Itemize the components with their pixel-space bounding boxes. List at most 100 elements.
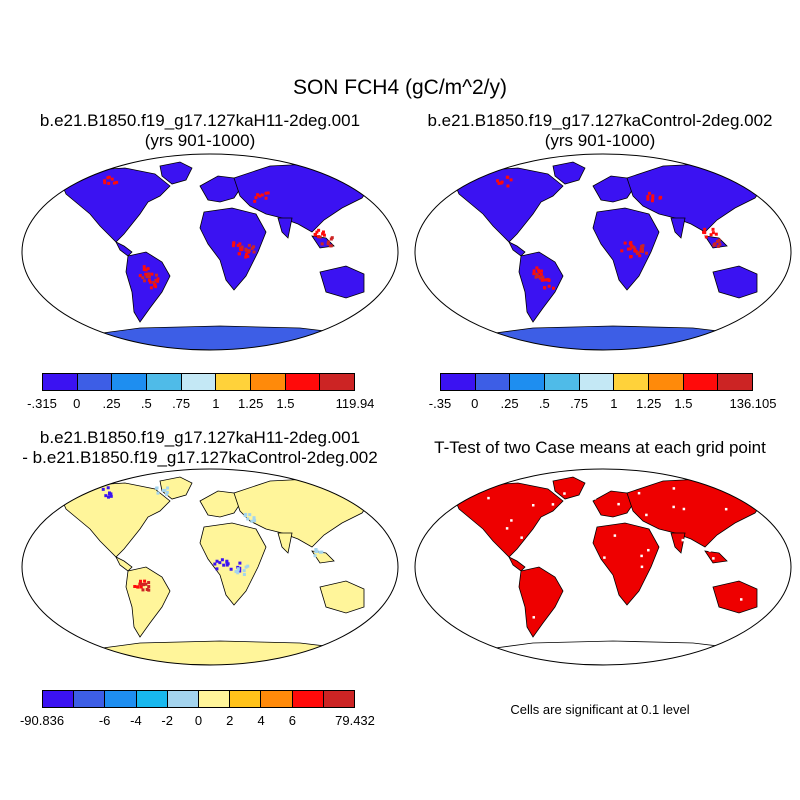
hotspot-cell	[115, 180, 119, 184]
hotspot-cell	[712, 243, 716, 247]
continent-australia	[319, 265, 365, 299]
hotspot-cell	[329, 237, 333, 241]
hotspot-cell	[156, 279, 160, 283]
hotspot-cell	[703, 227, 707, 231]
hotspot-cell	[250, 519, 254, 523]
nonsig-cell	[672, 505, 675, 509]
nonsig-cell	[603, 556, 606, 559]
hotspot-cell	[646, 195, 650, 199]
colorbar-swatch	[649, 374, 684, 390]
nonsig-cell	[640, 565, 644, 569]
hotspot-cell	[620, 249, 624, 253]
nonsig-cell	[664, 533, 667, 536]
hotspot-cell	[143, 579, 147, 583]
hotspot-cell	[254, 196, 258, 200]
colorbar-swatch	[105, 691, 137, 707]
colorbar-tick-label: .25	[102, 396, 121, 411]
nonsig-cell	[712, 557, 715, 560]
hotspot-cell	[231, 244, 235, 248]
hotspot-cell	[222, 563, 226, 567]
colorbar-case-control	[440, 373, 753, 391]
hotspot-cell	[315, 230, 319, 234]
colorbar-case-h11	[42, 373, 355, 391]
panel-2-title-line2: (yrs 901-1000)	[544, 131, 656, 150]
colorbar-swatch	[230, 691, 262, 707]
hotspot-cell	[109, 492, 113, 496]
hotspot-cell	[647, 191, 651, 195]
hotspot-cell	[638, 254, 642, 258]
nonsig-cell	[487, 581, 491, 585]
continent-india	[277, 532, 293, 554]
nonsig-cell	[582, 558, 586, 561]
map-outline	[21, 468, 399, 666]
colorbar-swatch	[683, 374, 719, 390]
colorbar-case-control-labels: -.35 0 .25 .5 .75 1 1.25 1.5 136.105	[429, 396, 777, 412]
nonsig-cell	[737, 542, 741, 545]
hotspot-cell	[244, 252, 248, 256]
colorbar-swatch	[251, 374, 286, 390]
nonsig-cell	[489, 569, 492, 572]
hotspot-cell	[535, 266, 539, 270]
hotspot-cell	[103, 181, 107, 185]
colorbar-tick-label: .25	[500, 396, 519, 411]
hotspot-cell	[253, 199, 257, 203]
colorbar-swatch	[441, 374, 476, 390]
hotspot-cell	[136, 585, 140, 589]
hotspot-cell	[150, 272, 154, 276]
continent-greenland	[159, 161, 193, 185]
map-case-control	[414, 153, 792, 351]
colorbar-tick-label: -2	[161, 713, 173, 728]
continent-australia	[319, 580, 365, 614]
nonsig-cell	[551, 503, 555, 506]
hotspot-cell	[229, 567, 233, 571]
panel-2-title-line1: b.e21.B1850.f19_g17.127kaControl-2deg.00…	[427, 111, 773, 130]
hotspot-cell	[238, 561, 242, 565]
colorbar-swatch	[43, 374, 78, 390]
hotspot-cell	[532, 269, 536, 273]
hotspot-cell	[645, 251, 649, 255]
nonsig-cell	[739, 598, 743, 601]
colorbar-tick-label: -.35	[428, 396, 452, 411]
nonsig-cell	[481, 593, 484, 597]
hotspot-cell	[716, 244, 720, 248]
colorbar-swatch	[475, 374, 511, 390]
hotspot-cell	[639, 249, 643, 253]
hotspot-cell	[633, 247, 637, 251]
hotspot-cell	[133, 584, 137, 588]
colorbar-tick-label: 79.432	[335, 713, 375, 728]
hotspot-cell	[244, 248, 248, 252]
hotspot-cell	[156, 277, 160, 281]
hotspot-cell	[139, 585, 143, 589]
colorbar-swatch	[510, 374, 546, 390]
hotspot-cell	[141, 276, 145, 280]
hotspot-cell	[237, 252, 241, 256]
nonsig-cell	[647, 548, 650, 552]
hotspot-cell	[103, 179, 107, 183]
nonsig-cell	[613, 534, 617, 537]
hotspot-cell	[106, 495, 110, 499]
panel-3-title-line2: - b.e21.B1850.f19_g17.127kaControl-2deg.…	[22, 448, 378, 467]
hotspot-cell	[142, 267, 146, 271]
hotspot-cell	[246, 517, 250, 521]
hotspot-cell	[318, 235, 322, 239]
hotspot-cell	[146, 267, 150, 271]
nonsig-cell	[604, 574, 607, 578]
hotspot-cell	[506, 184, 510, 188]
hotspot-cell	[244, 255, 248, 259]
nonsig-cell	[724, 507, 728, 511]
map-outline	[21, 153, 399, 351]
hotspot-cell	[717, 238, 721, 242]
hotspot-cell	[506, 175, 510, 179]
panel-3-title-line1: b.e21.B1850.f19_g17.127kaH11-2deg.001	[39, 428, 361, 447]
continent-europe	[592, 175, 636, 203]
nonsig-cell	[640, 554, 643, 558]
map-outline	[414, 468, 792, 666]
hotspot-cell	[147, 585, 151, 589]
nonsig-cell	[478, 576, 482, 579]
hotspot-cell	[141, 588, 145, 592]
colorbar-tick-label: .75	[570, 396, 589, 411]
continent-centralAmerica	[115, 556, 133, 572]
hotspot-cell	[164, 492, 168, 496]
continent-africa	[199, 207, 267, 291]
hotspot-cell	[497, 181, 501, 185]
